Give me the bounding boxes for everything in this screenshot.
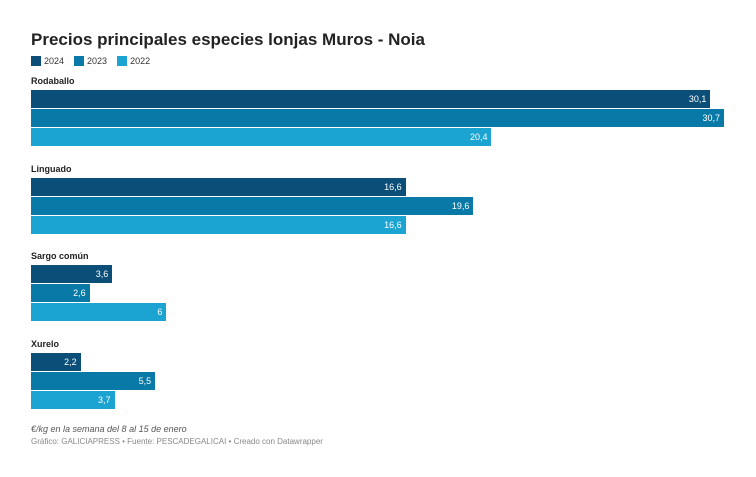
legend-swatch xyxy=(31,56,41,66)
data-label: 16,6 xyxy=(384,219,402,230)
chart-source: Gráfico: GALICIAPRESS • Fuente: PESCADEG… xyxy=(31,437,323,446)
chart-title: Precios principales especies lonjas Muro… xyxy=(31,30,425,49)
data-label: 30,7 xyxy=(702,113,720,123)
bar: 3,6 xyxy=(31,265,113,283)
data-label: 20,4 xyxy=(469,132,488,142)
data-label: 30,1 xyxy=(688,94,707,104)
category-label: Linguado xyxy=(31,163,72,174)
data-label: 6 xyxy=(157,307,163,317)
data-label: 3,7 xyxy=(98,394,111,405)
data-label: 19,6 xyxy=(451,200,470,211)
category-label: Rodaballo xyxy=(31,76,75,86)
data-label: 3,6 xyxy=(95,269,109,279)
bar: 20,4 xyxy=(31,128,492,146)
legend-label: 2024 xyxy=(44,56,65,66)
bar: 6 xyxy=(31,303,167,321)
data-label: 5,5 xyxy=(138,375,152,386)
category-label: Sargo común xyxy=(31,251,89,261)
data-label: 2,2 xyxy=(64,356,77,367)
legend: 2024 2023 2022 xyxy=(31,56,150,66)
bar: 5,5 xyxy=(31,371,156,390)
legend-label: 2023 xyxy=(87,56,108,66)
chart-note: €/kg en la semana del 8 al 15 de enero xyxy=(31,424,187,434)
bar: 3,7 xyxy=(31,390,115,409)
legend-item: 2024 xyxy=(31,56,64,66)
legend-swatch xyxy=(117,56,128,66)
bar: 2,2 xyxy=(31,352,81,371)
bar: 30,1 xyxy=(31,90,711,108)
legend-label: 2022 xyxy=(130,56,151,66)
data-label: 16,6 xyxy=(384,181,402,192)
data-label: 2,6 xyxy=(73,288,86,298)
legend-item: 2022 xyxy=(117,56,150,66)
bar: 16,6 xyxy=(31,215,406,234)
bar: 19,6 xyxy=(31,196,474,215)
legend-swatch xyxy=(74,56,85,66)
category-label: Xurelo xyxy=(31,338,60,349)
bar: 30,7 xyxy=(31,109,724,127)
bar: 2,6 xyxy=(31,284,90,302)
bar: 16,6 xyxy=(31,177,406,196)
legend-item: 2023 xyxy=(74,56,107,66)
